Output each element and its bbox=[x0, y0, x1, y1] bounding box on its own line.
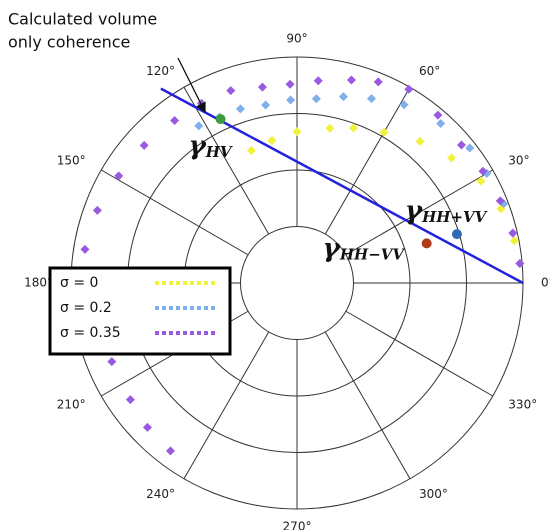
point-label-subscript: HH−VV bbox=[339, 245, 406, 263]
point-label-symbol: γ bbox=[323, 233, 342, 263]
point-label: γHV bbox=[189, 131, 233, 161]
series-dot bbox=[235, 104, 245, 114]
series-dot bbox=[433, 110, 443, 120]
theta-tick-label: 330° bbox=[508, 398, 537, 412]
legend-label: σ = 0.2 bbox=[60, 300, 112, 316]
grid-spoke bbox=[324, 87, 411, 235]
point-label-symbol: γ bbox=[189, 131, 208, 161]
series-dot bbox=[313, 76, 323, 86]
series-dot bbox=[476, 176, 486, 186]
series-dot bbox=[447, 153, 457, 163]
series-dot bbox=[338, 92, 348, 102]
annotation-arrow bbox=[177, 57, 206, 114]
series-dot bbox=[379, 127, 389, 137]
series-dot bbox=[415, 136, 425, 146]
grid-spoke bbox=[345, 169, 493, 256]
annotation: Calculated volume bbox=[8, 10, 157, 29]
series-dot bbox=[478, 166, 488, 176]
series-dot bbox=[80, 244, 90, 254]
legend-label: σ = 0.35 bbox=[60, 325, 121, 341]
series-dot bbox=[107, 357, 117, 367]
series-dot bbox=[170, 116, 180, 126]
point-label: γHH+VV bbox=[405, 196, 488, 226]
point-label-subscript: HH+VV bbox=[421, 208, 488, 226]
series-dot bbox=[197, 98, 207, 108]
series-dot bbox=[367, 94, 377, 104]
series-dot bbox=[346, 75, 356, 85]
coherence-point bbox=[215, 114, 226, 125]
series-dot bbox=[92, 205, 102, 215]
theta-tick-label: 60° bbox=[419, 64, 440, 78]
point-label: γHH−VV bbox=[323, 233, 406, 263]
theta-tick-label: 300° bbox=[419, 487, 448, 501]
coherence-point bbox=[451, 229, 462, 240]
theta-tick-label: 240° bbox=[146, 487, 175, 501]
series-dot bbox=[311, 94, 321, 104]
series-dot bbox=[508, 228, 518, 238]
theta-tick-label: 120° bbox=[146, 64, 175, 78]
series-dot bbox=[399, 100, 409, 110]
theta-tick-label: 0° bbox=[541, 276, 550, 290]
theta-tick-label: 30° bbox=[508, 154, 529, 168]
series-dot bbox=[404, 84, 414, 94]
series-dot bbox=[267, 136, 277, 146]
series-dot bbox=[292, 127, 302, 137]
grid-spoke bbox=[345, 310, 493, 397]
theta-tick-label: 270° bbox=[283, 520, 312, 530]
grid-spoke bbox=[183, 331, 270, 479]
point-label-subscript: HV bbox=[205, 143, 233, 161]
series-dot bbox=[257, 82, 267, 92]
series-dot bbox=[226, 86, 236, 96]
legend-label: σ = 0 bbox=[60, 275, 98, 291]
theta-tick-label: 90° bbox=[286, 32, 307, 46]
theta-tick-label: 180° bbox=[24, 276, 53, 290]
grid-spoke bbox=[324, 331, 411, 479]
series-dot bbox=[246, 146, 256, 156]
series-dot bbox=[285, 79, 295, 89]
grid-spoke bbox=[101, 169, 249, 256]
coherence-point bbox=[421, 238, 432, 249]
series-dot bbox=[465, 143, 475, 153]
series-dot bbox=[456, 140, 466, 150]
series-dot bbox=[348, 123, 358, 133]
series-dot bbox=[166, 446, 176, 456]
series-dot bbox=[325, 123, 335, 133]
series-dot bbox=[495, 196, 505, 206]
series-dot bbox=[436, 118, 446, 128]
annotation: only coherence bbox=[8, 33, 130, 52]
series-dot bbox=[114, 171, 124, 181]
series-dot bbox=[194, 121, 204, 131]
theta-tick-label: 210° bbox=[57, 398, 86, 412]
series-dot bbox=[509, 236, 519, 246]
series-dot bbox=[373, 77, 383, 87]
legend: σ = 0 σ = 0.2 σ = 0.35 bbox=[48, 266, 232, 356]
series-dot bbox=[286, 95, 296, 105]
theta-tick-label: 150° bbox=[57, 154, 86, 168]
series-dot bbox=[139, 140, 149, 150]
series-dot bbox=[125, 395, 135, 405]
series-dot bbox=[261, 100, 271, 110]
point-label-symbol: γ bbox=[405, 196, 424, 226]
series-dot bbox=[515, 258, 525, 268]
series-dot bbox=[142, 422, 152, 432]
